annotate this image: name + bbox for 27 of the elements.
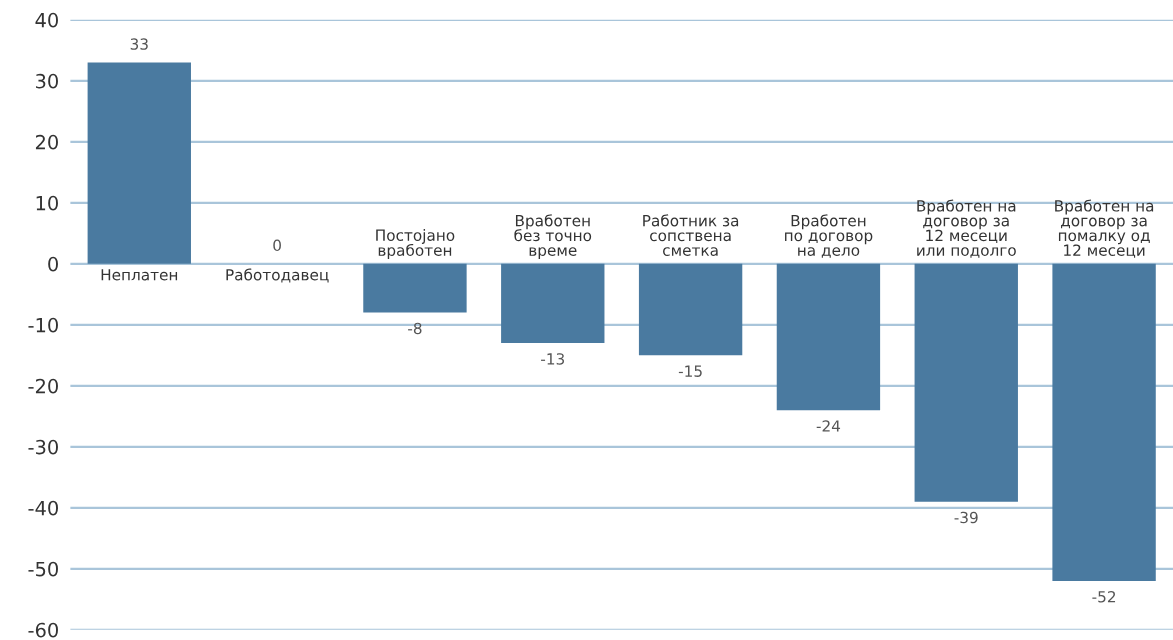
y-tick-label: 10 (36, 195, 58, 211)
x-tick-label: Неплатен (101, 269, 178, 281)
y-tick-label: 30 (36, 73, 58, 89)
x-tick-label: Вработен по договор на дело (785, 214, 873, 258)
x-tick-label: Вработен без точно време (514, 214, 592, 259)
data-label: -52 (1092, 590, 1116, 603)
data-label: -15 (678, 365, 702, 377)
y-tick-label: -60 (28, 622, 58, 638)
y-tick-label: -20 (28, 378, 58, 394)
y-tick-label: -40 (28, 500, 58, 516)
x-tick-label: Постојано вработен (376, 229, 455, 259)
data-label: 0 (273, 239, 281, 252)
y-tick-label: 0 (48, 256, 58, 272)
y-tick-label: -10 (28, 317, 58, 333)
x-tick-label: Вработен на договор за помалку од 12 месеци (1055, 199, 1154, 258)
y-tick-label: -30 (28, 439, 58, 455)
x-tick-label: Вработен на договор за 12 месеци или подолго (917, 199, 1016, 258)
y-tick-label: -50 (28, 561, 58, 577)
y-tick-label: 40 (35, 12, 58, 28)
data-label: -39 (954, 511, 978, 524)
data-label: 33 (130, 38, 148, 50)
data-label: -13 (541, 353, 565, 365)
x-tick-label: Работник за сопствена сметка (643, 214, 739, 256)
x-tick-label: Работодавец (226, 268, 329, 283)
data-label: -8 (408, 322, 422, 335)
data-label: -24 (816, 420, 841, 432)
y-tick-label: 20 (35, 134, 58, 150)
